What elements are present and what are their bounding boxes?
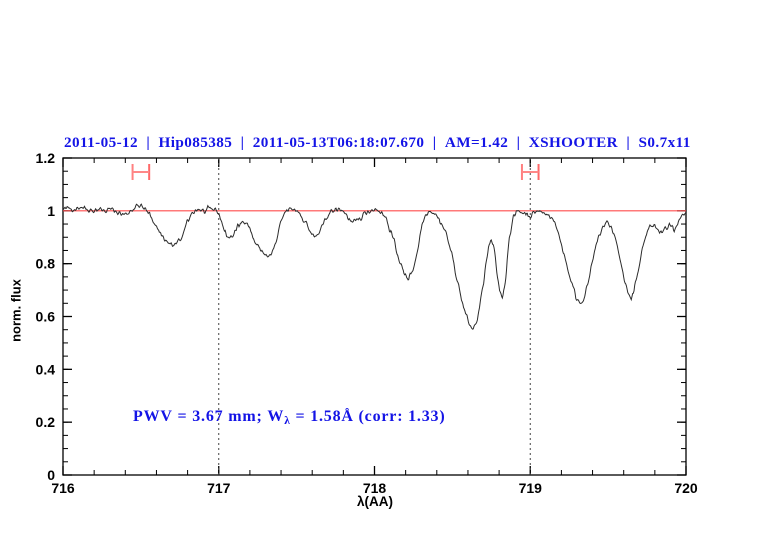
svg-text:716: 716 [51, 480, 75, 496]
svg-text:0.4: 0.4 [36, 361, 56, 377]
svg-text:1.2: 1.2 [36, 150, 56, 166]
svg-text:719: 719 [519, 480, 543, 496]
svg-text:0.2: 0.2 [36, 414, 56, 430]
svg-text:1: 1 [47, 203, 55, 219]
svg-text:717: 717 [207, 480, 231, 496]
svg-text:720: 720 [674, 480, 698, 496]
svg-text:0.6: 0.6 [36, 309, 56, 325]
svg-text:718: 718 [363, 480, 387, 496]
svg-text:0.8: 0.8 [36, 256, 56, 272]
